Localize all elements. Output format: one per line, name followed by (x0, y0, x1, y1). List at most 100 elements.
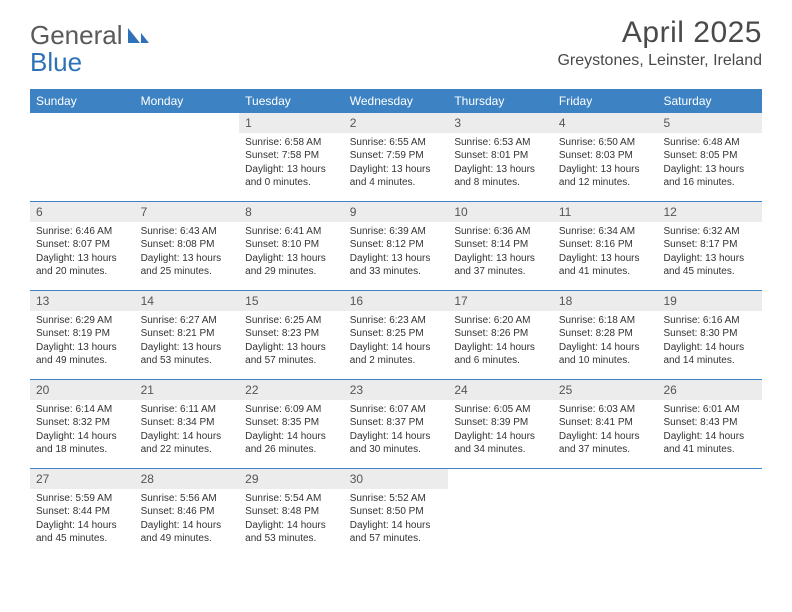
day-number: 11 (553, 202, 658, 222)
day-cell: 29Sunrise: 5:54 AMSunset: 8:48 PMDayligh… (239, 469, 344, 557)
day-cell: 1Sunrise: 6:58 AMSunset: 7:58 PMDaylight… (239, 113, 344, 201)
day-content: Sunrise: 6:55 AMSunset: 7:59 PMDaylight:… (344, 133, 449, 196)
sunrise-line: Sunrise: 6:07 AM (350, 403, 443, 417)
day-content: Sunrise: 6:14 AMSunset: 8:32 PMDaylight:… (30, 400, 135, 463)
day-cell: 10Sunrise: 6:36 AMSunset: 8:14 PMDayligh… (448, 202, 553, 290)
sunrise-line: Sunrise: 6:18 AM (559, 314, 652, 328)
sunrise-line: Sunrise: 6:34 AM (559, 225, 652, 239)
day-number: 7 (135, 202, 240, 222)
day-content: Sunrise: 6:20 AMSunset: 8:26 PMDaylight:… (448, 311, 553, 374)
day-number: 15 (239, 291, 344, 311)
day-number: 1 (239, 113, 344, 133)
logo: GeneralBlue (30, 22, 153, 77)
day-content: Sunrise: 6:58 AMSunset: 7:58 PMDaylight:… (239, 133, 344, 196)
day-number: 26 (657, 380, 762, 400)
day-cell: 9Sunrise: 6:39 AMSunset: 8:12 PMDaylight… (344, 202, 449, 290)
day-content: Sunrise: 6:05 AMSunset: 8:39 PMDaylight:… (448, 400, 553, 463)
sunset-line: Sunset: 8:43 PM (663, 416, 756, 430)
calendar-week: 6Sunrise: 6:46 AMSunset: 8:07 PMDaylight… (30, 201, 762, 290)
daylight-line: Daylight: 13 hours and 41 minutes. (559, 252, 652, 279)
daylight-line: Daylight: 14 hours and 37 minutes. (559, 430, 652, 457)
day-number: 10 (448, 202, 553, 222)
daylight-line: Daylight: 14 hours and 22 minutes. (141, 430, 234, 457)
sunset-line: Sunset: 8:21 PM (141, 327, 234, 341)
day-cell (553, 469, 658, 557)
calendar-body: 1Sunrise: 6:58 AMSunset: 7:58 PMDaylight… (30, 113, 762, 557)
day-cell: 13Sunrise: 6:29 AMSunset: 8:19 PMDayligh… (30, 291, 135, 379)
day-number: 29 (239, 469, 344, 489)
calendar: SundayMondayTuesdayWednesdayThursdayFrid… (30, 89, 762, 557)
day-number: 30 (344, 469, 449, 489)
sunset-line: Sunset: 8:23 PM (245, 327, 338, 341)
day-cell: 22Sunrise: 6:09 AMSunset: 8:35 PMDayligh… (239, 380, 344, 468)
daylight-line: Daylight: 13 hours and 33 minutes. (350, 252, 443, 279)
sunrise-line: Sunrise: 5:59 AM (36, 492, 129, 506)
sunset-line: Sunset: 8:35 PM (245, 416, 338, 430)
day-cell: 15Sunrise: 6:25 AMSunset: 8:23 PMDayligh… (239, 291, 344, 379)
weekday-header: Friday (553, 89, 658, 113)
day-number: 14 (135, 291, 240, 311)
daylight-line: Daylight: 13 hours and 25 minutes. (141, 252, 234, 279)
day-content: Sunrise: 6:48 AMSunset: 8:05 PMDaylight:… (657, 133, 762, 196)
sunset-line: Sunset: 8:08 PM (141, 238, 234, 252)
sunrise-line: Sunrise: 6:25 AM (245, 314, 338, 328)
day-cell: 17Sunrise: 6:20 AMSunset: 8:26 PMDayligh… (448, 291, 553, 379)
sunrise-line: Sunrise: 5:54 AM (245, 492, 338, 506)
sunrise-line: Sunrise: 6:48 AM (663, 136, 756, 150)
day-cell (657, 469, 762, 557)
day-content: Sunrise: 6:25 AMSunset: 8:23 PMDaylight:… (239, 311, 344, 374)
sunset-line: Sunset: 8:12 PM (350, 238, 443, 252)
day-cell: 20Sunrise: 6:14 AMSunset: 8:32 PMDayligh… (30, 380, 135, 468)
weekday-header: Monday (135, 89, 240, 113)
day-cell: 2Sunrise: 6:55 AMSunset: 7:59 PMDaylight… (344, 113, 449, 201)
day-number: 19 (657, 291, 762, 311)
day-content: Sunrise: 6:43 AMSunset: 8:08 PMDaylight:… (135, 222, 240, 285)
day-cell: 3Sunrise: 6:53 AMSunset: 8:01 PMDaylight… (448, 113, 553, 201)
calendar-week: 27Sunrise: 5:59 AMSunset: 8:44 PMDayligh… (30, 468, 762, 557)
sunrise-line: Sunrise: 6:01 AM (663, 403, 756, 417)
day-cell: 21Sunrise: 6:11 AMSunset: 8:34 PMDayligh… (135, 380, 240, 468)
daylight-line: Daylight: 13 hours and 37 minutes. (454, 252, 547, 279)
day-number: 18 (553, 291, 658, 311)
daylight-line: Daylight: 13 hours and 8 minutes. (454, 163, 547, 190)
day-content: Sunrise: 6:11 AMSunset: 8:34 PMDaylight:… (135, 400, 240, 463)
daylight-line: Daylight: 14 hours and 49 minutes. (141, 519, 234, 546)
day-cell: 5Sunrise: 6:48 AMSunset: 8:05 PMDaylight… (657, 113, 762, 201)
daylight-line: Daylight: 13 hours and 29 minutes. (245, 252, 338, 279)
sunrise-line: Sunrise: 6:05 AM (454, 403, 547, 417)
sunset-line: Sunset: 8:30 PM (663, 327, 756, 341)
daylight-line: Daylight: 13 hours and 45 minutes. (663, 252, 756, 279)
weekday-header: Thursday (448, 89, 553, 113)
weekday-header: Saturday (657, 89, 762, 113)
daylight-line: Daylight: 13 hours and 4 minutes. (350, 163, 443, 190)
sunrise-line: Sunrise: 6:16 AM (663, 314, 756, 328)
day-number: 27 (30, 469, 135, 489)
sunrise-line: Sunrise: 6:55 AM (350, 136, 443, 150)
month-title: April 2025 (557, 16, 762, 50)
sunrise-line: Sunrise: 5:52 AM (350, 492, 443, 506)
daylight-line: Daylight: 14 hours and 57 minutes. (350, 519, 443, 546)
sunrise-line: Sunrise: 6:23 AM (350, 314, 443, 328)
day-number: 3 (448, 113, 553, 133)
day-content: Sunrise: 6:46 AMSunset: 8:07 PMDaylight:… (30, 222, 135, 285)
daylight-line: Daylight: 14 hours and 30 minutes. (350, 430, 443, 457)
day-number: 22 (239, 380, 344, 400)
title-block: April 2025 Greystones, Leinster, Ireland (557, 16, 762, 70)
day-content: Sunrise: 5:54 AMSunset: 8:48 PMDaylight:… (239, 489, 344, 552)
calendar-week: 20Sunrise: 6:14 AMSunset: 8:32 PMDayligh… (30, 379, 762, 468)
day-content: Sunrise: 6:03 AMSunset: 8:41 PMDaylight:… (553, 400, 658, 463)
day-content: Sunrise: 6:07 AMSunset: 8:37 PMDaylight:… (344, 400, 449, 463)
day-number: 12 (657, 202, 762, 222)
day-cell: 23Sunrise: 6:07 AMSunset: 8:37 PMDayligh… (344, 380, 449, 468)
day-content: Sunrise: 5:59 AMSunset: 8:44 PMDaylight:… (30, 489, 135, 552)
sunset-line: Sunset: 8:10 PM (245, 238, 338, 252)
daylight-line: Daylight: 13 hours and 49 minutes. (36, 341, 129, 368)
day-content: Sunrise: 6:50 AMSunset: 8:03 PMDaylight:… (553, 133, 658, 196)
day-cell: 11Sunrise: 6:34 AMSunset: 8:16 PMDayligh… (553, 202, 658, 290)
logo-text-general: General (30, 20, 123, 50)
logo-text-blue: Blue (30, 47, 82, 77)
day-number: 4 (553, 113, 658, 133)
sunset-line: Sunset: 8:28 PM (559, 327, 652, 341)
sunrise-line: Sunrise: 6:14 AM (36, 403, 129, 417)
sunset-line: Sunset: 8:17 PM (663, 238, 756, 252)
